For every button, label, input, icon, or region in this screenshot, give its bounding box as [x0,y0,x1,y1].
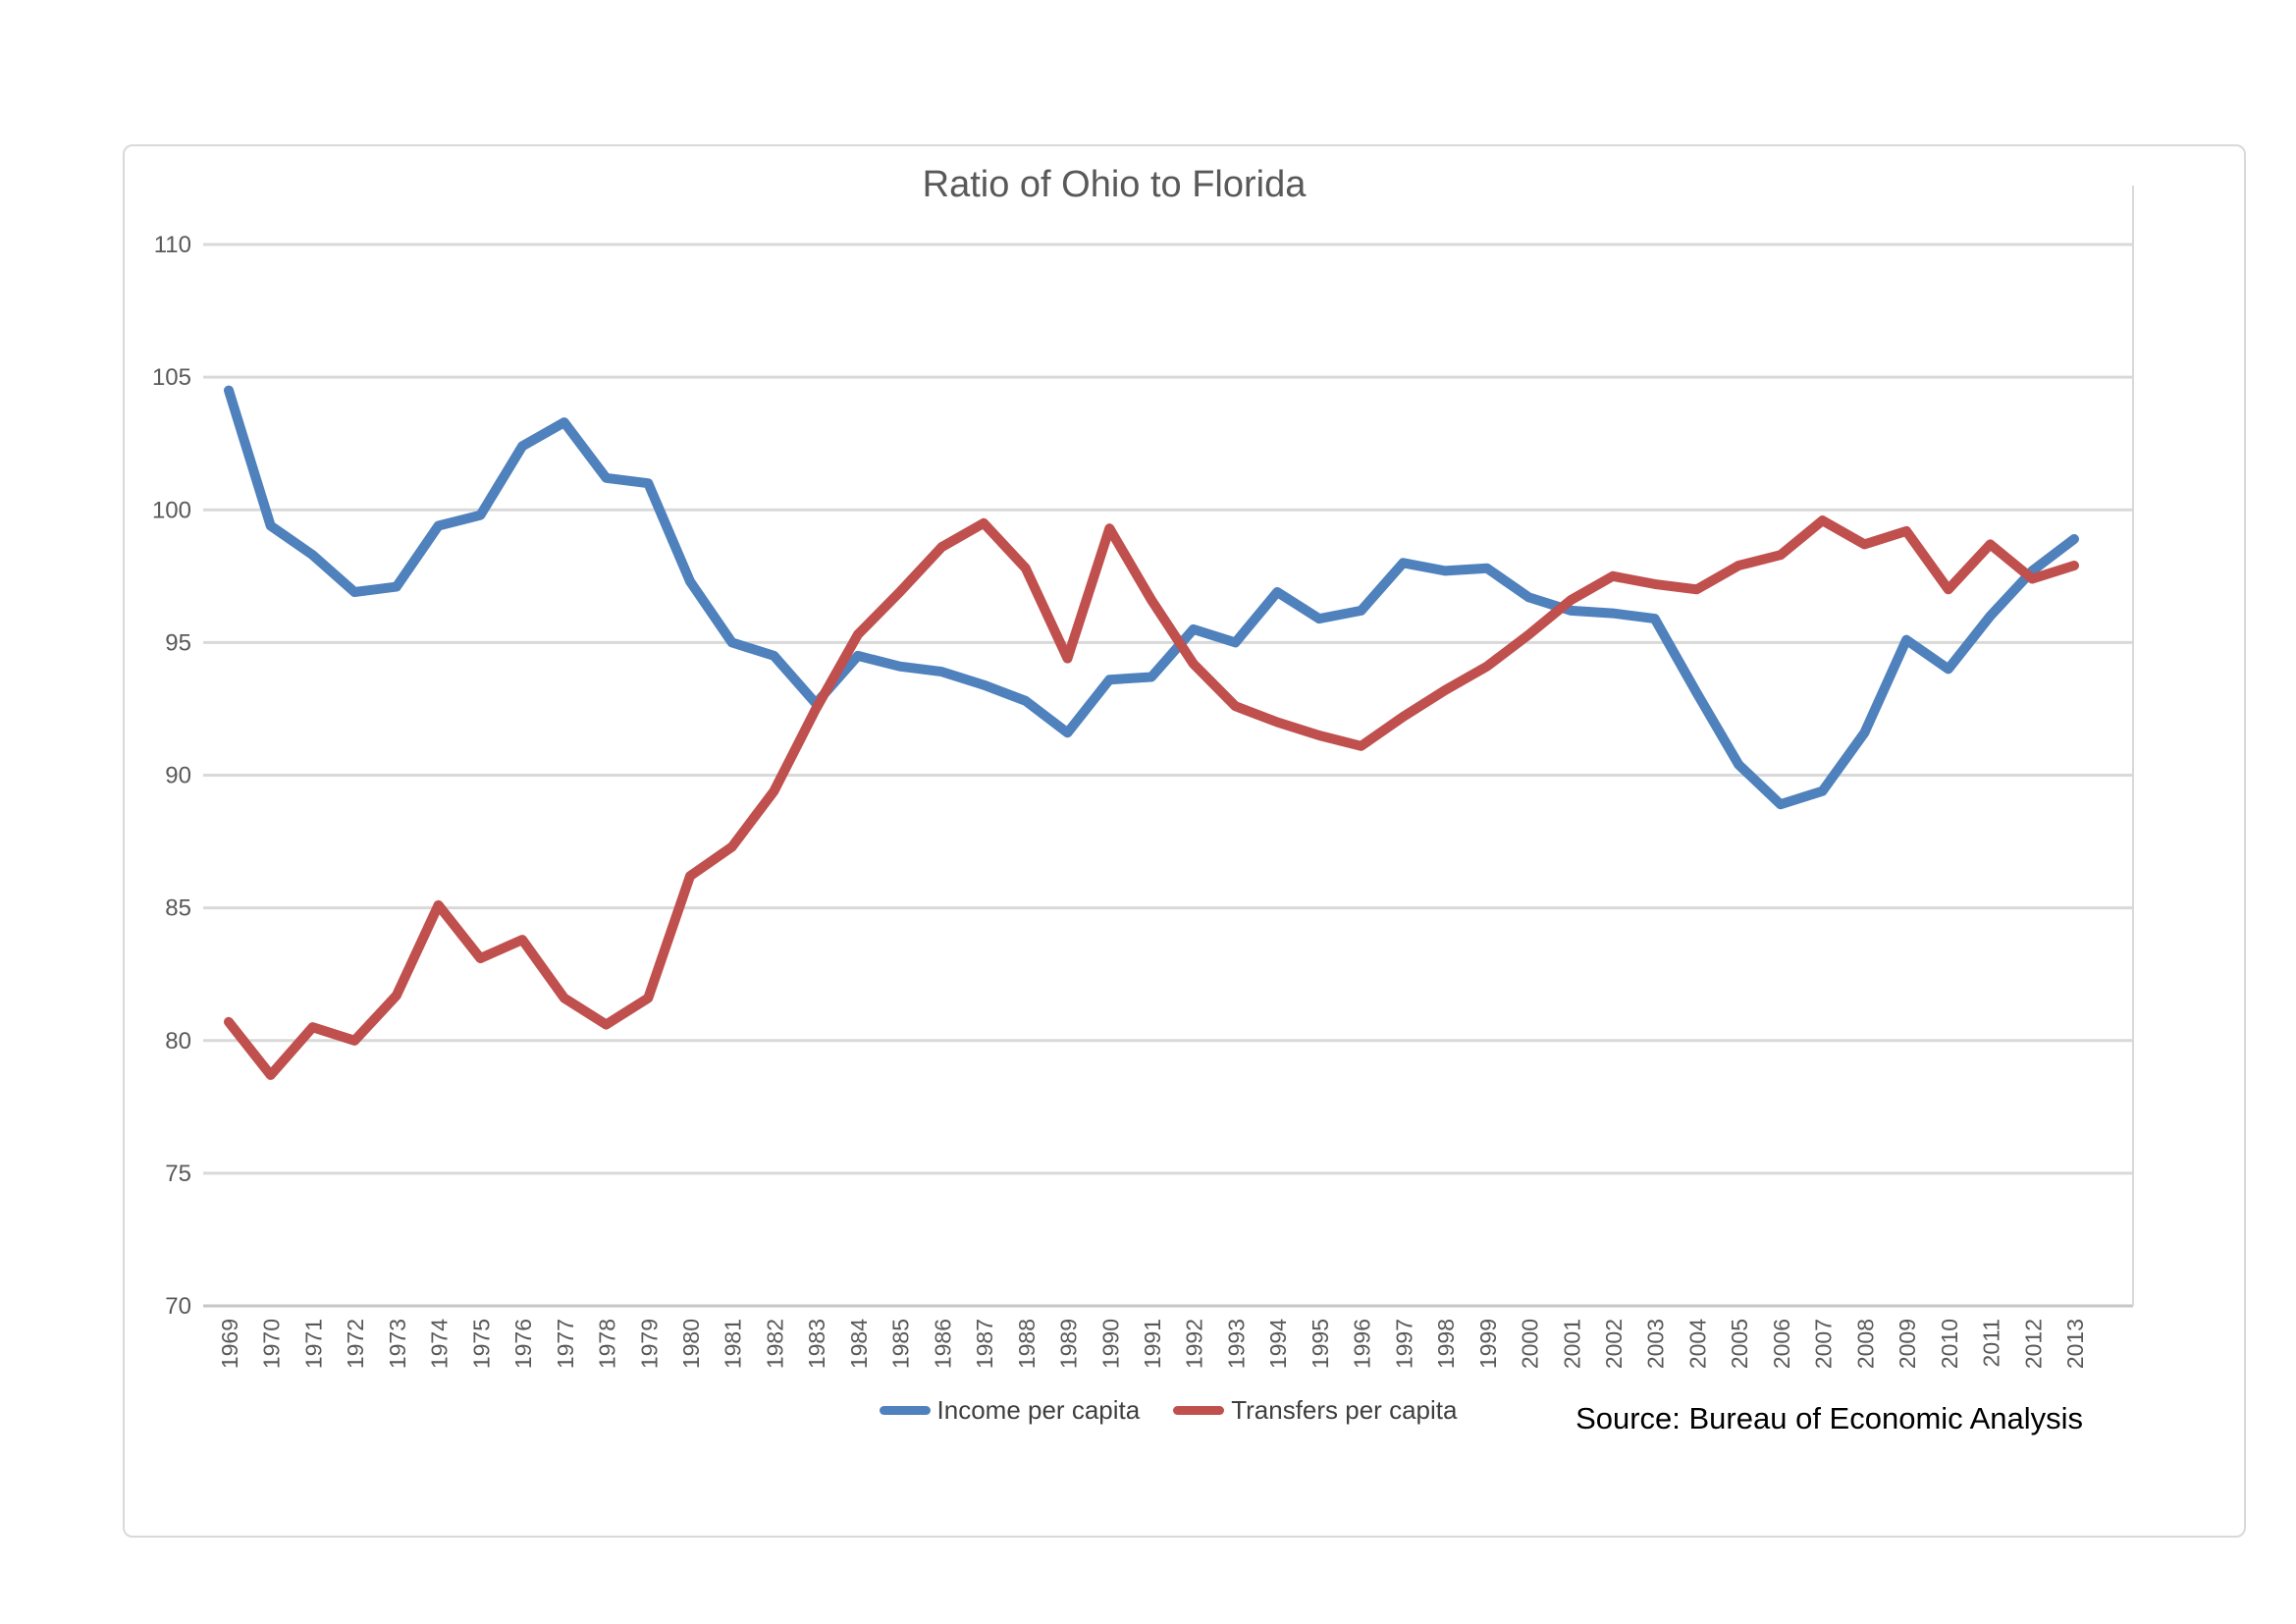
x-axis-tick-label: 1969 [217,1319,242,1369]
x-axis-tick-label: 1980 [678,1319,704,1369]
x-axis-tick-label: 2011 [1979,1319,2004,1367]
x-axis-tick-label: 1984 [846,1319,872,1369]
x-axis-tick-label: 1999 [1475,1319,1501,1369]
y-axis-tick-label: 105 [152,364,191,391]
source-note: Source: Bureau of Economic Analysis [1575,1401,2083,1435]
x-axis-tick-label: 1971 [300,1319,326,1369]
legend-label: Transfers per capita [1231,1395,1458,1425]
chart-title: Ratio of Ohio to Florida [922,164,1307,205]
x-axis-tick-label: 2007 [1811,1319,1837,1369]
x-axis-tick-label: 1995 [1308,1319,1333,1369]
legend-line-swatch [879,1405,931,1415]
x-axis-tick-label: 1996 [1350,1319,1375,1369]
y-axis-tick-label: 90 [165,763,191,789]
legend-line-swatch [1173,1405,1225,1415]
x-axis-tick-label: 1973 [385,1319,410,1369]
x-axis-tick-label: 2000 [1518,1319,1543,1369]
legend-label: Income per capita [936,1395,1141,1425]
x-axis-tick-label: 2010 [1937,1319,1962,1369]
x-axis-tick-label: 1988 [1014,1319,1040,1369]
y-axis-tick-label: 100 [152,497,191,523]
x-axis-tick-label: 1983 [804,1319,829,1369]
x-axis-tick-label: 1982 [762,1319,787,1369]
x-axis-tick-label: 2008 [1852,1319,1878,1369]
x-axis-tick-label: 1998 [1433,1319,1459,1369]
x-axis-tick-label: 1975 [468,1319,494,1369]
x-axis-tick-label: 1985 [888,1319,914,1369]
x-axis-tick-label: 1979 [636,1319,662,1369]
y-axis-tick-label: 75 [165,1161,191,1187]
x-axis-tick-label: 1977 [553,1319,578,1369]
x-axis-tick-label: 1976 [510,1319,536,1369]
y-axis-tick-label: 80 [165,1028,191,1055]
legend: Income per capita Transfers per capita [203,1395,2133,1425]
x-axis-tick-label: 1978 [595,1319,620,1369]
legend-item: Income per capita [879,1395,1141,1425]
x-axis-tick-label: 1989 [1056,1319,1082,1369]
x-axis-tick-label: 2006 [1769,1319,1794,1369]
x-axis-tick-label: 2009 [1895,1319,1920,1369]
x-axis-tick-label: 1981 [721,1319,746,1369]
x-axis-tick-label: 1970 [259,1319,285,1369]
x-axis-tick-label: 1972 [343,1319,368,1369]
y-axis-tick-label: 70 [165,1293,191,1320]
x-axis-tick-label: 2004 [1684,1319,1710,1369]
y-axis-tick-label: 110 [154,232,191,258]
x-axis-tick-label: 1997 [1391,1319,1416,1369]
x-axis-tick-label: 2002 [1601,1319,1627,1369]
x-axis-tick-label: 2001 [1559,1319,1584,1369]
x-axis-tick-label: 1987 [972,1319,997,1369]
legend-item: Transfers per capita [1173,1395,1457,1425]
series-line-1 [224,515,2079,1080]
x-axis-tick-label: 1974 [427,1319,453,1369]
x-axis-tick-label: 1994 [1265,1319,1291,1369]
y-axis-tick-label: 85 [165,895,191,922]
x-axis-tick-label: 2005 [1727,1319,1752,1369]
x-axis-tick-label: 1993 [1223,1319,1249,1369]
x-axis-tick-label: 1986 [930,1319,955,1369]
x-axis-tick-label: 2013 [2062,1319,2088,1369]
y-axis-tick-label: 95 [165,629,191,656]
x-axis-tick-label: 1992 [1182,1319,1207,1369]
x-axis-tick-label: 2012 [2020,1319,2046,1369]
x-axis-tick-label: 1990 [1097,1319,1123,1369]
series-line-0 [224,385,2079,810]
x-axis-tick-label: 2003 [1643,1319,1669,1369]
x-axis-tick-label: 1991 [1140,1319,1165,1369]
